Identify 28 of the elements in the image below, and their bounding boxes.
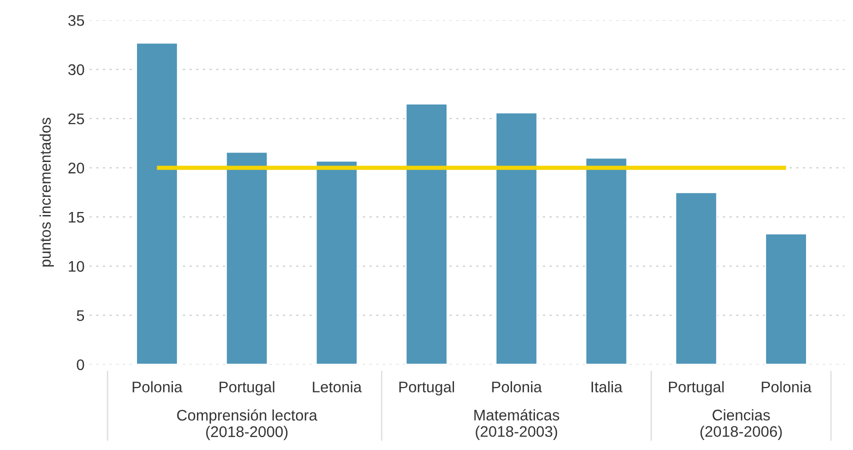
bar bbox=[136, 42, 178, 364]
y-tick-label: 20 bbox=[68, 162, 84, 174]
x-tick-label: Portugal bbox=[668, 381, 724, 396]
x-tick-label: Polonia bbox=[492, 381, 542, 392]
bar bbox=[495, 112, 538, 364]
x-tick-label: Italia bbox=[592, 381, 622, 392]
x-tick-label: Portugal bbox=[220, 381, 274, 396]
text: Matemáticas (2018-2003) bbox=[474, 409, 560, 440]
bar bbox=[405, 103, 448, 364]
bar bbox=[315, 160, 358, 364]
bar bbox=[584, 157, 628, 364]
text: Comprensión lectora (2018-2000) bbox=[177, 409, 318, 440]
y-tick-label: 35 bbox=[68, 15, 84, 26]
y-tick-label: 5 bbox=[76, 310, 84, 322]
x-tick-label: Letonia bbox=[312, 381, 362, 392]
y-tick-label: 30 bbox=[68, 64, 84, 76]
y-tick-label: 0 bbox=[76, 359, 84, 370]
text: Ciencias (2018-2006) bbox=[700, 409, 782, 440]
x-tick-label: Polonia bbox=[762, 381, 812, 392]
y-tick-label: 25 bbox=[68, 113, 84, 124]
x-tick-label: Portugal bbox=[399, 381, 454, 396]
bar bbox=[674, 192, 718, 364]
bar bbox=[225, 151, 268, 364]
y-tick-label: 10 bbox=[68, 261, 84, 272]
y-tick-label: 15 bbox=[68, 212, 84, 223]
x-tick-label: Polonia bbox=[132, 381, 182, 392]
y-axis-title: puntos incrementados bbox=[40, 118, 54, 267]
bar bbox=[764, 232, 808, 364]
